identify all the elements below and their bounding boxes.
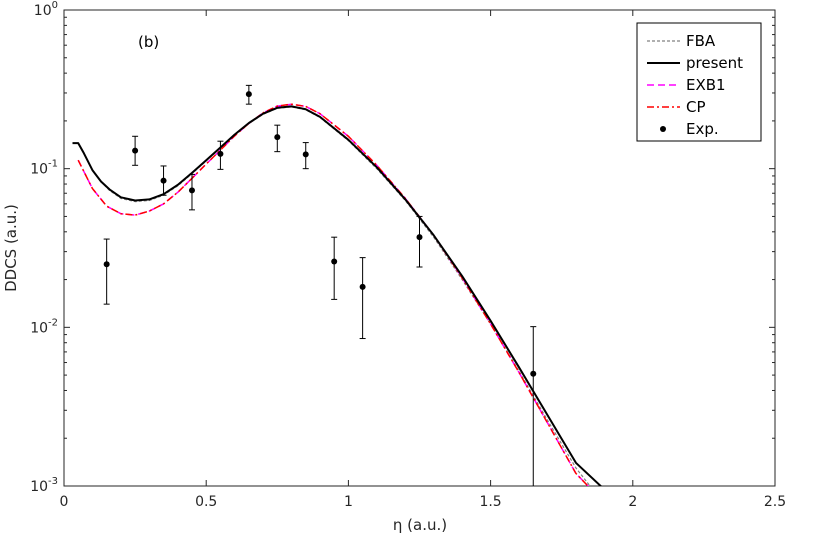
x-tick-label: 2 — [628, 494, 637, 510]
x-tick-label: 1 — [344, 494, 353, 510]
series-line-cp — [77, 103, 590, 486]
exp-point — [416, 234, 423, 241]
series-layer — [72, 103, 603, 486]
exp-point — [274, 134, 281, 141]
exp-point — [331, 258, 338, 265]
legend-label: CP — [686, 98, 706, 116]
axis-ticks — [63, 9, 776, 487]
y-tick-label: 100 — [34, 0, 58, 19]
legend-label: EXB1 — [686, 76, 726, 94]
y-tick-label: 10-2 — [30, 317, 58, 336]
x-tick-label: 0.5 — [195, 494, 217, 510]
y-tick-label: 10-3 — [30, 476, 58, 495]
experimental-points — [103, 84, 537, 486]
panel-label: (b) — [138, 33, 159, 51]
exp-point — [188, 187, 195, 194]
exp-point — [217, 150, 224, 157]
exp-point — [530, 370, 537, 377]
y-axis-label: DDCS (a.u.) — [2, 204, 20, 292]
legend-label: FBA — [686, 32, 716, 50]
x-axis-label: η (a.u.) — [393, 516, 447, 534]
exp-point — [103, 261, 110, 268]
series-line-present — [72, 105, 603, 486]
x-tick-label: 1.5 — [479, 494, 501, 510]
x-tick-label: 2.5 — [764, 494, 786, 510]
legend-swatch-exp — [660, 126, 666, 132]
exp-point — [245, 91, 252, 98]
exp-point — [132, 147, 139, 154]
legend-label: present — [686, 54, 743, 72]
exp-point — [302, 151, 309, 158]
y-tick-label: 10-1 — [30, 159, 58, 178]
tick-labels: 0 0.5 1 1.5 2 2.5 10-3 10-2 10-1 100 — [30, 0, 786, 510]
x-tick-label: 0 — [60, 494, 69, 510]
exp-point — [160, 177, 167, 184]
legend-box — [636, 22, 762, 142]
legend: FBA present EXB1 CP Exp. — [636, 22, 762, 142]
exp-point — [359, 283, 366, 290]
legend-label: Exp. — [686, 120, 719, 138]
